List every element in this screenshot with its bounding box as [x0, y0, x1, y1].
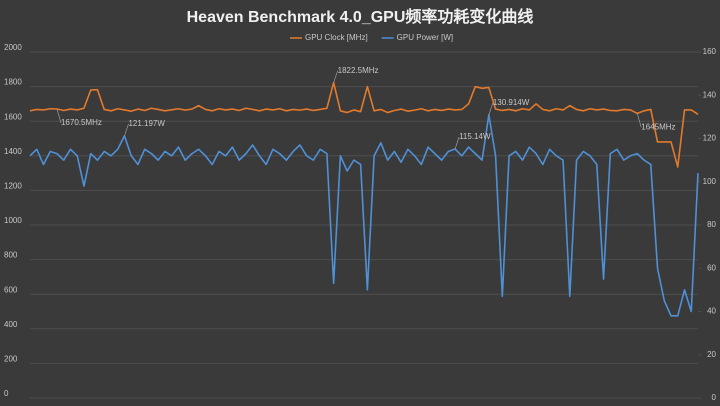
y2-tick-label: 60 [707, 263, 716, 272]
legend-label: GPU Power [W] [397, 33, 453, 42]
y-tick-label: 400 [4, 320, 18, 329]
y2-tick-label: 100 [703, 177, 717, 186]
y2-tick-label: 140 [703, 90, 717, 99]
y2-tick-label: 120 [703, 134, 717, 143]
label-leader [636, 113, 642, 128]
y-tick-label: 1200 [4, 182, 22, 191]
series-line [29, 114, 699, 317]
y2-tick-label: 20 [707, 350, 716, 359]
label-leader [124, 123, 129, 137]
y2-tick-label: 40 [707, 307, 716, 316]
y2-tick-label: 80 [707, 220, 716, 229]
y-tick-label: 2000 [4, 43, 22, 52]
data-label: 121.197W [128, 119, 165, 128]
y-tick-label: 600 [4, 285, 18, 294]
y-tick-label: 1600 [4, 112, 22, 121]
y-tick-label: 800 [4, 251, 18, 260]
data-label: 130.914W [493, 98, 530, 107]
y-tick-label: 1000 [4, 216, 22, 225]
data-label: 1670.5MHz [61, 118, 102, 127]
label-leader [56, 108, 62, 124]
data-label: 115.14W [459, 132, 491, 141]
data-label: 1822.5MHz [338, 66, 379, 75]
y-tick-label: 1400 [4, 147, 22, 156]
series-line [29, 81, 699, 168]
label-leader [488, 102, 494, 115]
y-tick-label: 0 [4, 389, 9, 398]
chart-title: Heaven Benchmark 4.0_GPU频率功耗变化曲线 [187, 7, 534, 26]
y2-tick-label: 160 [703, 47, 717, 56]
y-tick-label: 200 [4, 355, 18, 364]
y2-tick-label: 0 [712, 393, 717, 402]
y-tick-label: 1800 [4, 78, 22, 87]
legend-label: GPU Clock [MHz] [305, 33, 368, 42]
label-leader [454, 136, 460, 150]
data-label: 1645MHz [641, 123, 675, 132]
label-leader [333, 70, 338, 83]
